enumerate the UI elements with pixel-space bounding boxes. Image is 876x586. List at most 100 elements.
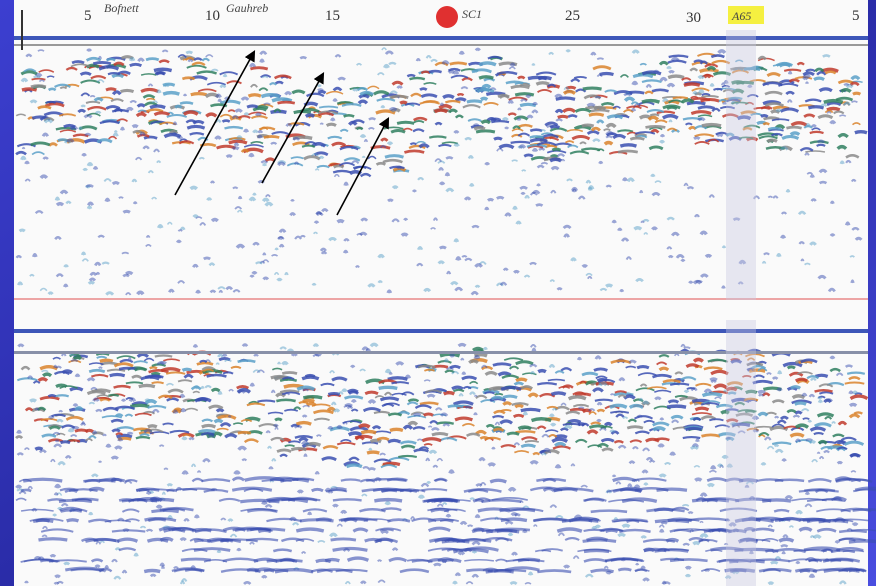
trace — [64, 266, 67, 267]
trace — [460, 52, 463, 54]
trace — [31, 101, 37, 103]
trace — [332, 119, 334, 121]
trace — [445, 360, 447, 362]
trace — [694, 92, 697, 94]
trace — [74, 357, 81, 358]
trace — [168, 484, 172, 485]
trace — [547, 126, 553, 127]
trace — [333, 505, 337, 506]
trace — [486, 208, 488, 210]
trace — [390, 429, 403, 430]
trace — [280, 379, 297, 380]
trace — [89, 513, 92, 515]
trace — [138, 292, 144, 294]
trace — [380, 530, 394, 531]
trace — [533, 349, 535, 351]
trace — [682, 260, 684, 261]
trace — [186, 52, 192, 53]
trace — [786, 127, 801, 128]
trace — [620, 290, 622, 291]
trace — [781, 545, 788, 546]
trace — [719, 51, 725, 53]
trace — [841, 90, 851, 92]
trace — [707, 500, 718, 501]
trace — [505, 128, 508, 129]
trace — [194, 216, 198, 217]
trace — [472, 226, 479, 227]
trace — [309, 513, 311, 515]
trace — [439, 262, 444, 264]
trace — [207, 375, 227, 376]
trace — [607, 572, 611, 573]
trace — [367, 452, 379, 453]
trace — [841, 162, 843, 164]
trace — [388, 414, 401, 416]
trace — [447, 515, 450, 516]
trace — [503, 396, 517, 397]
trace — [440, 247, 446, 248]
trace — [302, 146, 315, 147]
trace — [155, 355, 172, 356]
trace — [251, 384, 253, 386]
trace — [490, 480, 506, 482]
trace — [536, 205, 543, 206]
trace — [130, 64, 142, 65]
trace — [589, 114, 604, 115]
trace — [573, 190, 576, 192]
trace — [315, 222, 318, 223]
trace — [671, 453, 675, 455]
trace — [134, 202, 136, 203]
trace — [31, 86, 46, 87]
trace — [595, 400, 613, 401]
trace — [524, 155, 533, 156]
trace — [541, 163, 547, 164]
handwritten-note: SC1 — [462, 7, 482, 21]
trace — [514, 383, 523, 385]
trace — [235, 472, 239, 474]
trace — [598, 420, 601, 421]
trace — [302, 377, 319, 379]
trace — [838, 462, 842, 463]
trace — [247, 106, 257, 107]
trace — [795, 570, 810, 571]
trace — [769, 583, 773, 584]
trace — [469, 361, 478, 363]
trace — [397, 122, 414, 123]
trace — [448, 406, 464, 407]
trace — [218, 100, 220, 102]
trace — [846, 86, 852, 87]
trace — [446, 174, 448, 176]
trace — [457, 94, 463, 95]
trace — [379, 387, 398, 388]
trace — [583, 540, 616, 541]
trace — [182, 369, 191, 370]
trace — [49, 417, 53, 418]
trace — [219, 392, 221, 394]
trace — [377, 438, 389, 440]
trace — [273, 550, 291, 551]
trace — [481, 98, 487, 99]
trace — [768, 128, 781, 129]
trace — [146, 400, 150, 401]
trace — [17, 486, 21, 488]
trace — [113, 183, 119, 184]
trace — [694, 138, 700, 139]
trace — [146, 59, 159, 60]
trace — [217, 410, 223, 412]
trace — [477, 90, 494, 92]
trace — [493, 364, 511, 366]
trace — [357, 128, 363, 129]
trace — [600, 74, 614, 75]
trace — [597, 58, 603, 59]
trace — [428, 395, 435, 396]
trace — [773, 378, 778, 379]
trace — [300, 57, 306, 58]
trace — [575, 394, 591, 395]
page: 5 10 15 25 30 5 Bofnett Gauhreb SC1 A65 … — [0, 0, 876, 586]
trace — [795, 412, 802, 413]
trace — [653, 228, 657, 230]
trace — [779, 539, 793, 541]
trace — [565, 427, 571, 429]
trace — [618, 569, 631, 570]
trace — [197, 363, 213, 365]
